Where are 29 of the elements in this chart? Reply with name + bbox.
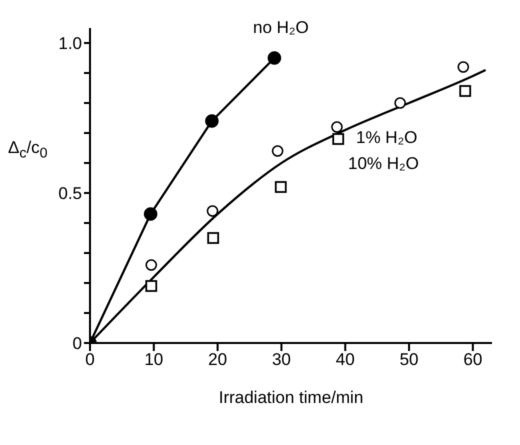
- point: [207, 232, 220, 244]
- series-label: 10% H₂O: [348, 154, 419, 174]
- x-tick-label: 30: [272, 350, 291, 370]
- x-tick-label: 40: [336, 350, 355, 370]
- y-axis-title: Δ$_{c}$/c$_{0}$: [8, 138, 48, 162]
- point: [206, 205, 218, 217]
- x-tick-label: 10: [144, 350, 164, 370]
- series-label: 1% H₂O: [356, 128, 418, 148]
- point: [459, 85, 472, 97]
- point: [332, 133, 344, 145]
- x-axis-title: Irradiation time/min: [218, 388, 364, 407]
- y-tick-label: 0.5: [58, 184, 82, 204]
- point: [331, 121, 343, 133]
- point: [458, 61, 470, 73]
- point: [272, 145, 284, 157]
- x-tick-label: 0: [85, 350, 95, 370]
- point: [394, 97, 406, 109]
- point: [145, 280, 158, 292]
- y-tick-label: 1.0: [58, 34, 82, 54]
- y-tick-label: 0: [72, 334, 82, 354]
- x-tick-label: 20: [208, 350, 228, 370]
- point: [144, 207, 158, 221]
- point: [205, 114, 219, 128]
- point: [268, 51, 282, 65]
- x-tick-label: 60: [463, 350, 482, 370]
- x-tick-label: 50: [400, 350, 419, 370]
- series-label: no H₂O: [253, 18, 309, 38]
- point: [274, 181, 287, 193]
- point: [146, 259, 158, 271]
